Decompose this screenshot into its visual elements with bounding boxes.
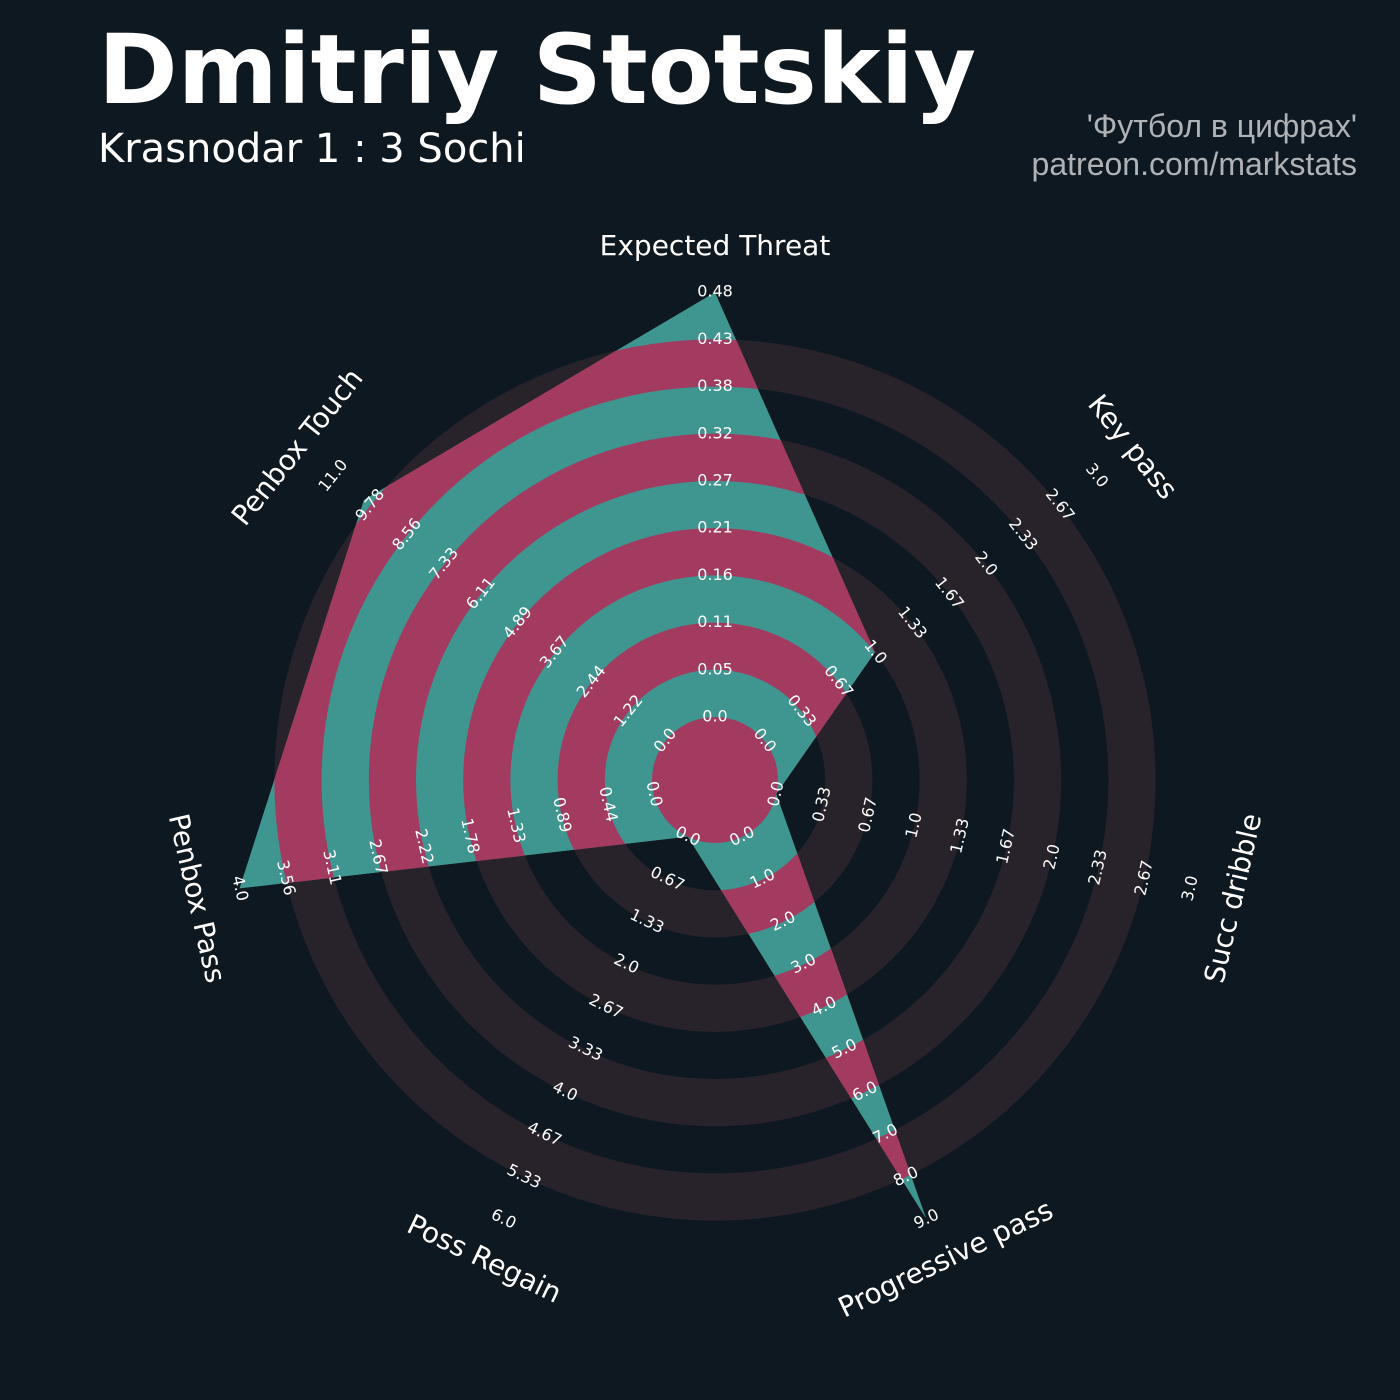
parameter-label: Penbox Pass — [162, 811, 233, 986]
tick-label: 9.0 — [911, 1205, 942, 1233]
parameter-label: Succ dribble — [1198, 810, 1269, 986]
tick-label: 0.38 — [697, 376, 733, 395]
tick-label: 11.0 — [314, 455, 351, 495]
tick-label: 6.0 — [488, 1205, 519, 1233]
value-polygon — [239, 292, 927, 1220]
tick-label: 0.21 — [697, 518, 733, 537]
page-title: Dmitriy Stotskiy — [98, 14, 977, 126]
match-subtitle: Krasnodar 1 : 3 Sochi — [98, 126, 526, 172]
parameter-label: Progressive pass — [833, 1193, 1058, 1324]
tick-label: 0.05 — [697, 659, 733, 678]
credit-line-1: 'Футбол в цифрах' — [1086, 108, 1357, 144]
credit-line-2: patreon.com/markstats — [1031, 146, 1357, 182]
parameter-label: Poss Regain — [402, 1208, 567, 1310]
tick-label: 0.43 — [697, 329, 733, 348]
parameter-label: Expected Threat — [600, 229, 831, 262]
tick-label: 0.11 — [697, 612, 733, 631]
value-area-stripe — [652, 717, 778, 843]
tick-label: 0.0 — [702, 707, 727, 726]
tick-label: 0.32 — [697, 423, 733, 442]
tick-label: 3.0 — [1178, 874, 1202, 903]
tick-label: 0.48 — [697, 282, 733, 301]
parameter-label: Penbox Touch — [225, 362, 370, 532]
tick-label: 0.16 — [697, 565, 733, 584]
tick-label: 3.0 — [1082, 459, 1113, 491]
tick-label: 0.27 — [697, 471, 733, 490]
